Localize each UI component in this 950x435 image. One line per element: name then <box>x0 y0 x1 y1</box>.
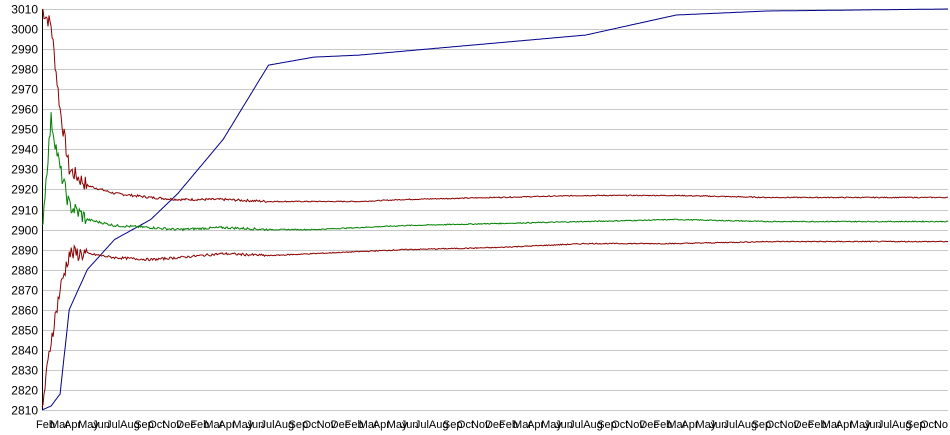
y-tick-label: 2880 <box>11 264 38 278</box>
x-tick-label: Apr <box>527 419 544 431</box>
x-tick-label: Sep <box>906 419 926 431</box>
x-tick-label: May <box>695 419 716 431</box>
x-tick-label: Dec <box>331 419 351 431</box>
y-tick-label: 2980 <box>11 63 38 77</box>
x-tick-label: Nov <box>471 419 491 431</box>
x-tick-label: Jun <box>246 419 264 431</box>
x-tick-label: Jun <box>92 419 110 431</box>
x-tick-label: Jun <box>864 419 882 431</box>
x-tick-label: Feb <box>653 419 672 431</box>
y-tick-label: 2820 <box>11 384 38 398</box>
x-tick-label: Dec <box>639 419 659 431</box>
x-tick-label: No <box>934 419 948 431</box>
x-tick-label: Aug <box>275 419 295 431</box>
series-group <box>41 8 949 411</box>
series-line-2 <box>41 8 949 203</box>
x-tick-label: Dec <box>176 419 196 431</box>
x-tick-label: Oct <box>457 419 474 431</box>
y-tick-label: 2870 <box>11 284 38 298</box>
x-tick-label: Nov <box>625 419 645 431</box>
x-tick-label: May <box>850 419 871 431</box>
x-tick-label: Mar <box>204 419 223 431</box>
x-tick-label: Nov <box>162 419 182 431</box>
y-tick-label: 2950 <box>11 123 38 137</box>
x-tick-label: Jun <box>401 419 419 431</box>
y-tick-label: 2890 <box>11 244 38 258</box>
y-tick-label: 3010 <box>11 3 38 17</box>
x-tick-label: May <box>78 419 99 431</box>
x-tick-label: Sep <box>752 419 772 431</box>
x-tick-label: Mar <box>50 419 69 431</box>
x-tick-label: Nov <box>780 419 800 431</box>
x-tick-label: Jul <box>569 419 583 431</box>
x-tick-label: May <box>387 419 408 431</box>
series-line-1 <box>41 8 948 411</box>
y-tick-label: 2940 <box>11 143 38 157</box>
x-tick-label: Mar <box>513 419 532 431</box>
y-tick-label: 2830 <box>11 364 38 378</box>
x-tick-label: Aug <box>120 419 140 431</box>
y-tick-label: 3000 <box>11 23 38 37</box>
x-tick-label: Feb <box>499 419 518 431</box>
x-tick-label: Apr <box>218 419 235 431</box>
y-tick-label: 2930 <box>11 163 38 177</box>
x-tick-label: Sep <box>134 419 154 431</box>
x-tick-label: Aug <box>583 419 603 431</box>
series-line-4 <box>41 240 949 408</box>
x-tick-label: Oct <box>920 419 937 431</box>
y-tick-label: 2960 <box>11 103 38 117</box>
grid-lines <box>42 9 948 411</box>
x-tick-label: Aug <box>738 419 758 431</box>
x-tick-label: Jul <box>724 419 738 431</box>
x-tick-label: Mar <box>667 419 686 431</box>
x-tick-label: Apr <box>681 419 698 431</box>
y-tick-label: 2810 <box>11 404 38 418</box>
x-tick-label: Mar <box>822 419 841 431</box>
y-tick-label: 2840 <box>11 344 38 358</box>
x-tick-label: Apr <box>373 419 390 431</box>
x-tick-label: Sep <box>443 419 463 431</box>
x-tick-label: Aug <box>892 419 912 431</box>
x-tick-label: Jul <box>106 419 120 431</box>
x-tick-label: Aug <box>429 419 449 431</box>
series-line-3 <box>41 112 949 232</box>
x-tick-label: Feb <box>345 419 364 431</box>
x-tick-label: Apr <box>836 419 853 431</box>
x-tick-label: Mar <box>359 419 378 431</box>
x-tick-label: May <box>541 419 562 431</box>
y-tick-label: 2910 <box>11 204 38 218</box>
y-axis: 2810 2820 2830 2840 2850 2860 2870 2880 2890 2900… <box>11 3 43 418</box>
x-tick-label: Dec <box>485 419 505 431</box>
y-tick-label: 2900 <box>11 224 38 238</box>
y-tick-label: 2970 <box>11 83 38 97</box>
x-tick-label: Jun <box>555 419 573 431</box>
x-tick-label: Jul <box>415 419 429 431</box>
y-tick-label: 2920 <box>11 183 38 197</box>
x-tick-label: Oct <box>611 419 628 431</box>
x-tick-label: Nov <box>317 419 337 431</box>
y-tick-label: 2990 <box>11 43 38 57</box>
x-tick-label: Sep <box>597 419 617 431</box>
x-tick-label: Oct <box>766 419 783 431</box>
x-tick-label: Oct <box>148 419 165 431</box>
x-tick-label: Oct <box>303 419 320 431</box>
x-tick-label: Sep <box>289 419 309 431</box>
y-tick-label: 2850 <box>11 324 38 338</box>
x-tick-label: Feb <box>808 419 827 431</box>
y-tick-label: 2860 <box>11 304 38 318</box>
x-tick-label: Dec <box>794 419 814 431</box>
x-tick-label: Jun <box>709 419 727 431</box>
x-tick-label: Jul <box>260 419 274 431</box>
x-tick-label: Feb <box>190 419 209 431</box>
x-tick-label: Feb <box>36 419 55 431</box>
x-tick-label: Apr <box>64 419 81 431</box>
x-tick-label: Jul <box>878 419 892 431</box>
x-tick-label: May <box>232 419 253 431</box>
